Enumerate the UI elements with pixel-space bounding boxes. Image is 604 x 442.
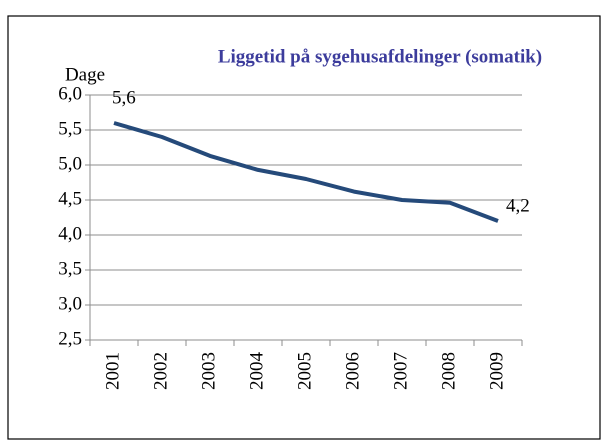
y-tick-label: 5,5 <box>58 118 82 139</box>
y-tick-label: 3,5 <box>58 258 82 279</box>
x-tick-label: 2007 <box>390 352 411 390</box>
x-tick-label: 2006 <box>342 352 363 390</box>
x-tick-label: 2002 <box>150 352 171 390</box>
x-tick-label: 2009 <box>486 352 507 390</box>
chart-title: Liggetid på sygehusafdelinger (somatik) <box>218 46 542 67</box>
x-tick-label: 2008 <box>438 352 459 390</box>
chart-frame <box>7 15 601 440</box>
y-tick-label: 3,0 <box>58 293 82 314</box>
data-label: 5,6 <box>112 87 136 108</box>
x-tick-label: 2005 <box>294 352 315 390</box>
line-series <box>113 121 499 223</box>
x-tick-label: 2003 <box>198 352 219 390</box>
y-tick-label: 6,0 <box>58 83 82 104</box>
x-tick-label: 2004 <box>246 352 267 391</box>
y-tick-label: 2,5 <box>58 328 82 349</box>
data-label: 4,2 <box>506 195 530 216</box>
x-tick-label: 2001 <box>102 352 123 390</box>
y-tick-label: 4,0 <box>58 223 82 244</box>
y-tick-label: 4,5 <box>58 188 82 209</box>
y-tick-label: 5,0 <box>58 153 82 174</box>
y-axis-label: Dage <box>65 64 105 85</box>
